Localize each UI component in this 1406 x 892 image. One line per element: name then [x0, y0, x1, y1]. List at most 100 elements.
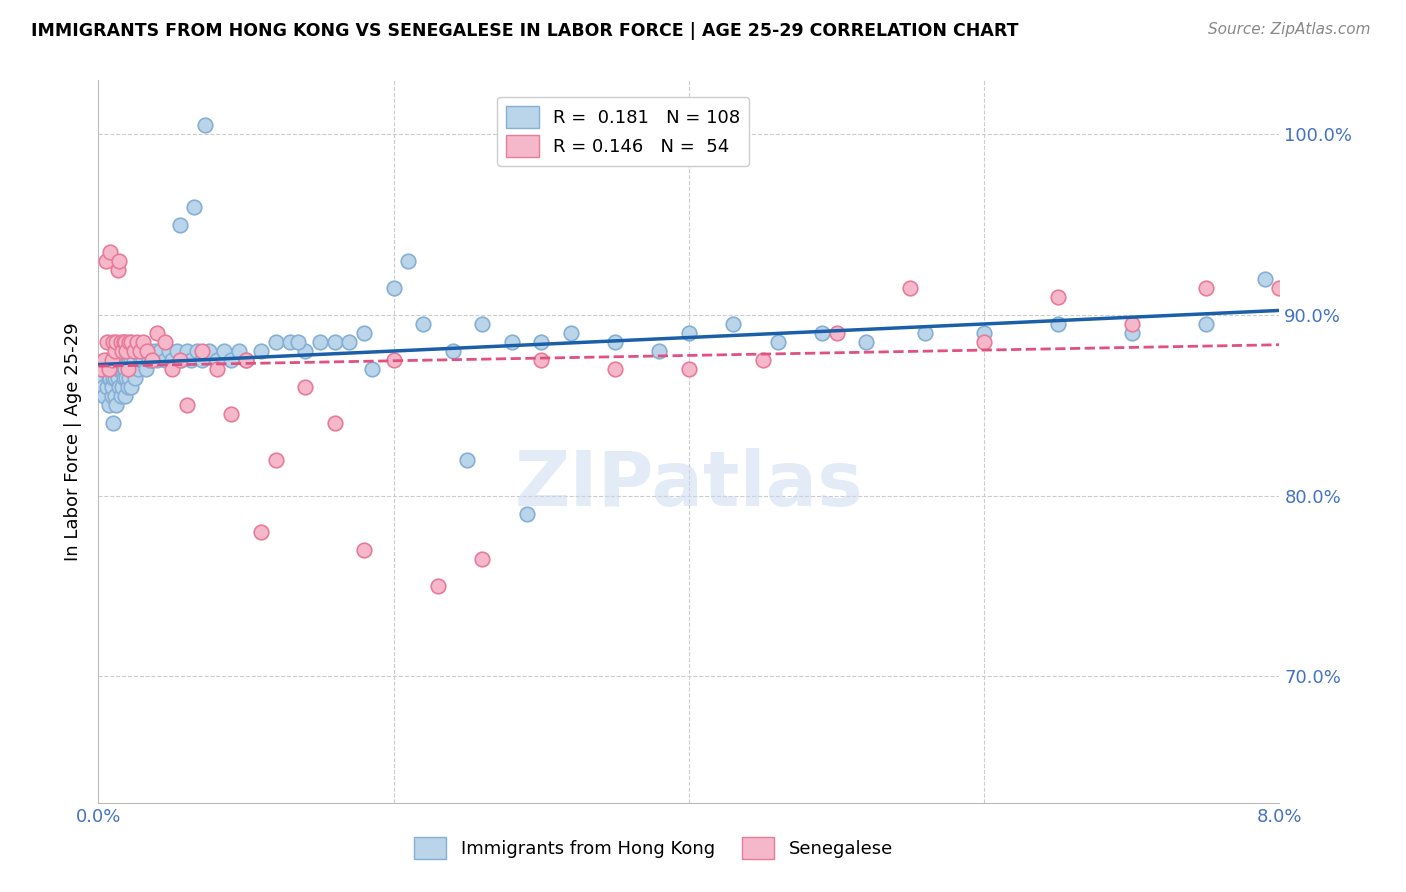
Point — [427, 579, 450, 593]
Point — [138, 353, 160, 368]
Point — [110, 335, 132, 350]
Point — [111, 344, 134, 359]
Point — [605, 362, 627, 376]
Point — [1121, 326, 1143, 341]
Point — [120, 380, 142, 394]
Point — [186, 344, 208, 359]
Point — [221, 353, 243, 368]
Point — [112, 362, 135, 376]
Point — [162, 353, 183, 368]
Text: IMMIGRANTS FROM HONG KONG VS SENEGALESE IN LABOR FORCE | AGE 25-29 CORRELATION C: IMMIGRANTS FROM HONG KONG VS SENEGALESE … — [31, 22, 1018, 40]
Point — [1195, 317, 1218, 331]
Point — [287, 335, 309, 350]
Point — [114, 389, 136, 403]
Point — [1046, 317, 1070, 331]
Point — [93, 353, 115, 368]
Point — [169, 218, 191, 232]
Point — [125, 344, 148, 359]
Point — [235, 353, 257, 368]
Point — [90, 362, 112, 376]
Point — [471, 317, 494, 331]
Point — [194, 119, 217, 133]
Point — [98, 371, 121, 385]
Point — [108, 380, 131, 394]
Point — [1121, 317, 1143, 331]
Legend: Immigrants from Hong Kong, Senegalese: Immigrants from Hong Kong, Senegalese — [406, 830, 900, 866]
Point — [136, 344, 159, 359]
Point — [117, 380, 139, 394]
Point — [205, 353, 228, 368]
Point — [973, 326, 995, 341]
Point — [104, 389, 127, 403]
Point — [900, 281, 922, 295]
Point — [121, 362, 143, 376]
Point — [110, 389, 132, 403]
Point — [191, 344, 214, 359]
Point — [221, 408, 243, 422]
Point — [752, 353, 775, 368]
Point — [97, 362, 120, 376]
Point — [441, 344, 464, 359]
Point — [162, 362, 183, 376]
Point — [457, 452, 479, 467]
Text: Source: ZipAtlas.com: Source: ZipAtlas.com — [1208, 22, 1371, 37]
Point — [97, 398, 120, 412]
Point — [132, 353, 155, 368]
Point — [96, 353, 118, 368]
Point — [105, 398, 128, 412]
Point — [103, 335, 125, 350]
Point — [90, 371, 112, 385]
Point — [104, 353, 127, 368]
Point — [973, 335, 995, 350]
Point — [100, 353, 122, 368]
Point — [120, 335, 142, 350]
Point — [103, 362, 125, 376]
Point — [153, 335, 176, 350]
Point — [143, 344, 166, 359]
Point — [117, 362, 139, 376]
Point — [149, 344, 172, 359]
Point — [648, 344, 671, 359]
Point — [134, 344, 156, 359]
Point — [294, 380, 316, 394]
Point — [264, 335, 287, 350]
Point — [825, 326, 848, 341]
Point — [105, 362, 128, 376]
Point — [176, 398, 198, 412]
Point — [115, 344, 138, 359]
Point — [111, 353, 134, 368]
Point — [198, 344, 221, 359]
Point — [530, 353, 553, 368]
Point — [353, 543, 375, 558]
Point — [855, 335, 877, 350]
Point — [205, 362, 228, 376]
Point — [166, 344, 188, 359]
Point — [115, 371, 138, 385]
Point — [118, 371, 141, 385]
Point — [93, 389, 115, 403]
Point — [169, 353, 191, 368]
Point — [107, 371, 129, 385]
Point — [811, 326, 834, 341]
Point — [294, 344, 316, 359]
Point — [212, 344, 235, 359]
Point — [228, 344, 250, 359]
Point — [235, 353, 257, 368]
Point — [98, 244, 121, 259]
Point — [127, 362, 149, 376]
Point — [605, 335, 627, 350]
Point — [560, 326, 582, 341]
Point — [128, 344, 150, 359]
Point — [191, 353, 214, 368]
Point — [1046, 290, 1070, 304]
Point — [398, 254, 420, 268]
Point — [96, 380, 118, 394]
Point — [176, 344, 198, 359]
Point — [136, 344, 159, 359]
Point — [146, 353, 169, 368]
Point — [125, 335, 148, 350]
Point — [382, 353, 405, 368]
Point — [103, 371, 125, 385]
Point — [280, 335, 302, 350]
Point — [183, 200, 205, 214]
